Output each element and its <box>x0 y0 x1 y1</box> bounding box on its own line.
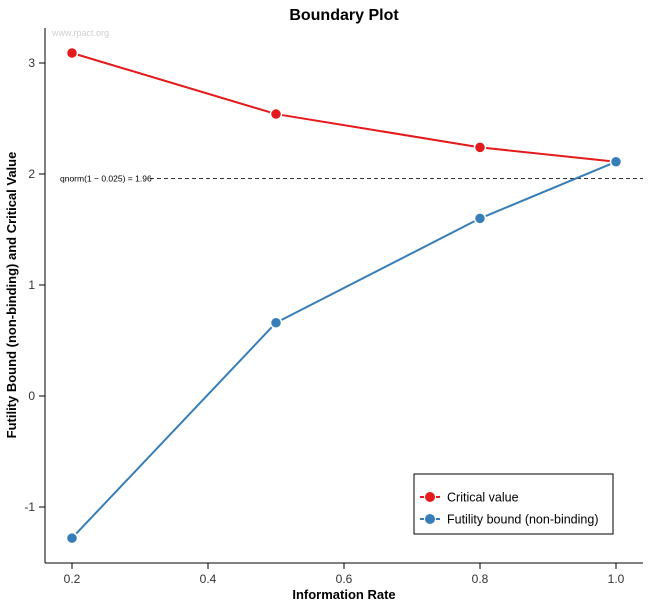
legend-futility-marker <box>424 513 436 525</box>
y-tick-label: 2 <box>28 167 35 181</box>
x-tick-label: 0.4 <box>200 572 217 586</box>
x-axis-label: Information Rate <box>292 587 395 602</box>
series-layer <box>65 46 623 545</box>
legend-futility-label: Futility bound (non-binding) <box>447 513 598 527</box>
series-0 <box>65 46 623 169</box>
y-axis-ticks: -1 0 1 2 3 <box>24 56 45 514</box>
series-1 <box>65 155 623 545</box>
watermark: www.rpact.org <box>51 28 109 38</box>
legend-critical-label: Critical value <box>447 491 519 505</box>
x-tick-label: 0.2 <box>64 572 81 586</box>
data-point <box>65 531 79 545</box>
y-tick-label: -1 <box>24 500 35 514</box>
legend: Critical value Futility bound (non-bindi… <box>413 473 614 535</box>
x-tick-label: 0.6 <box>336 572 353 586</box>
reference-line-label: qnorm(1 − 0.025) = 1.96 <box>60 173 152 183</box>
data-point <box>269 316 283 329</box>
y-tick-label: 0 <box>28 389 35 403</box>
data-point <box>269 107 283 121</box>
x-tick-label: 0.8 <box>472 572 489 586</box>
series-line <box>71 52 617 163</box>
data-point <box>65 46 79 60</box>
y-tick-label: 1 <box>28 278 35 292</box>
series-line <box>71 160 617 539</box>
y-tick-label: 3 <box>28 56 35 70</box>
data-point <box>609 155 623 169</box>
x-axis-ticks: 0.2 0.4 0.6 0.8 1.0 <box>64 563 625 586</box>
legend-box <box>413 473 614 535</box>
data-point <box>473 141 487 154</box>
x-tick-label: 1.0 <box>608 572 625 586</box>
data-point <box>473 212 487 225</box>
chart-title: Boundary Plot <box>289 7 399 24</box>
legend-critical-marker <box>424 491 436 503</box>
y-axis-label: Futility Bound (non-binding) and Critica… <box>4 152 19 439</box>
